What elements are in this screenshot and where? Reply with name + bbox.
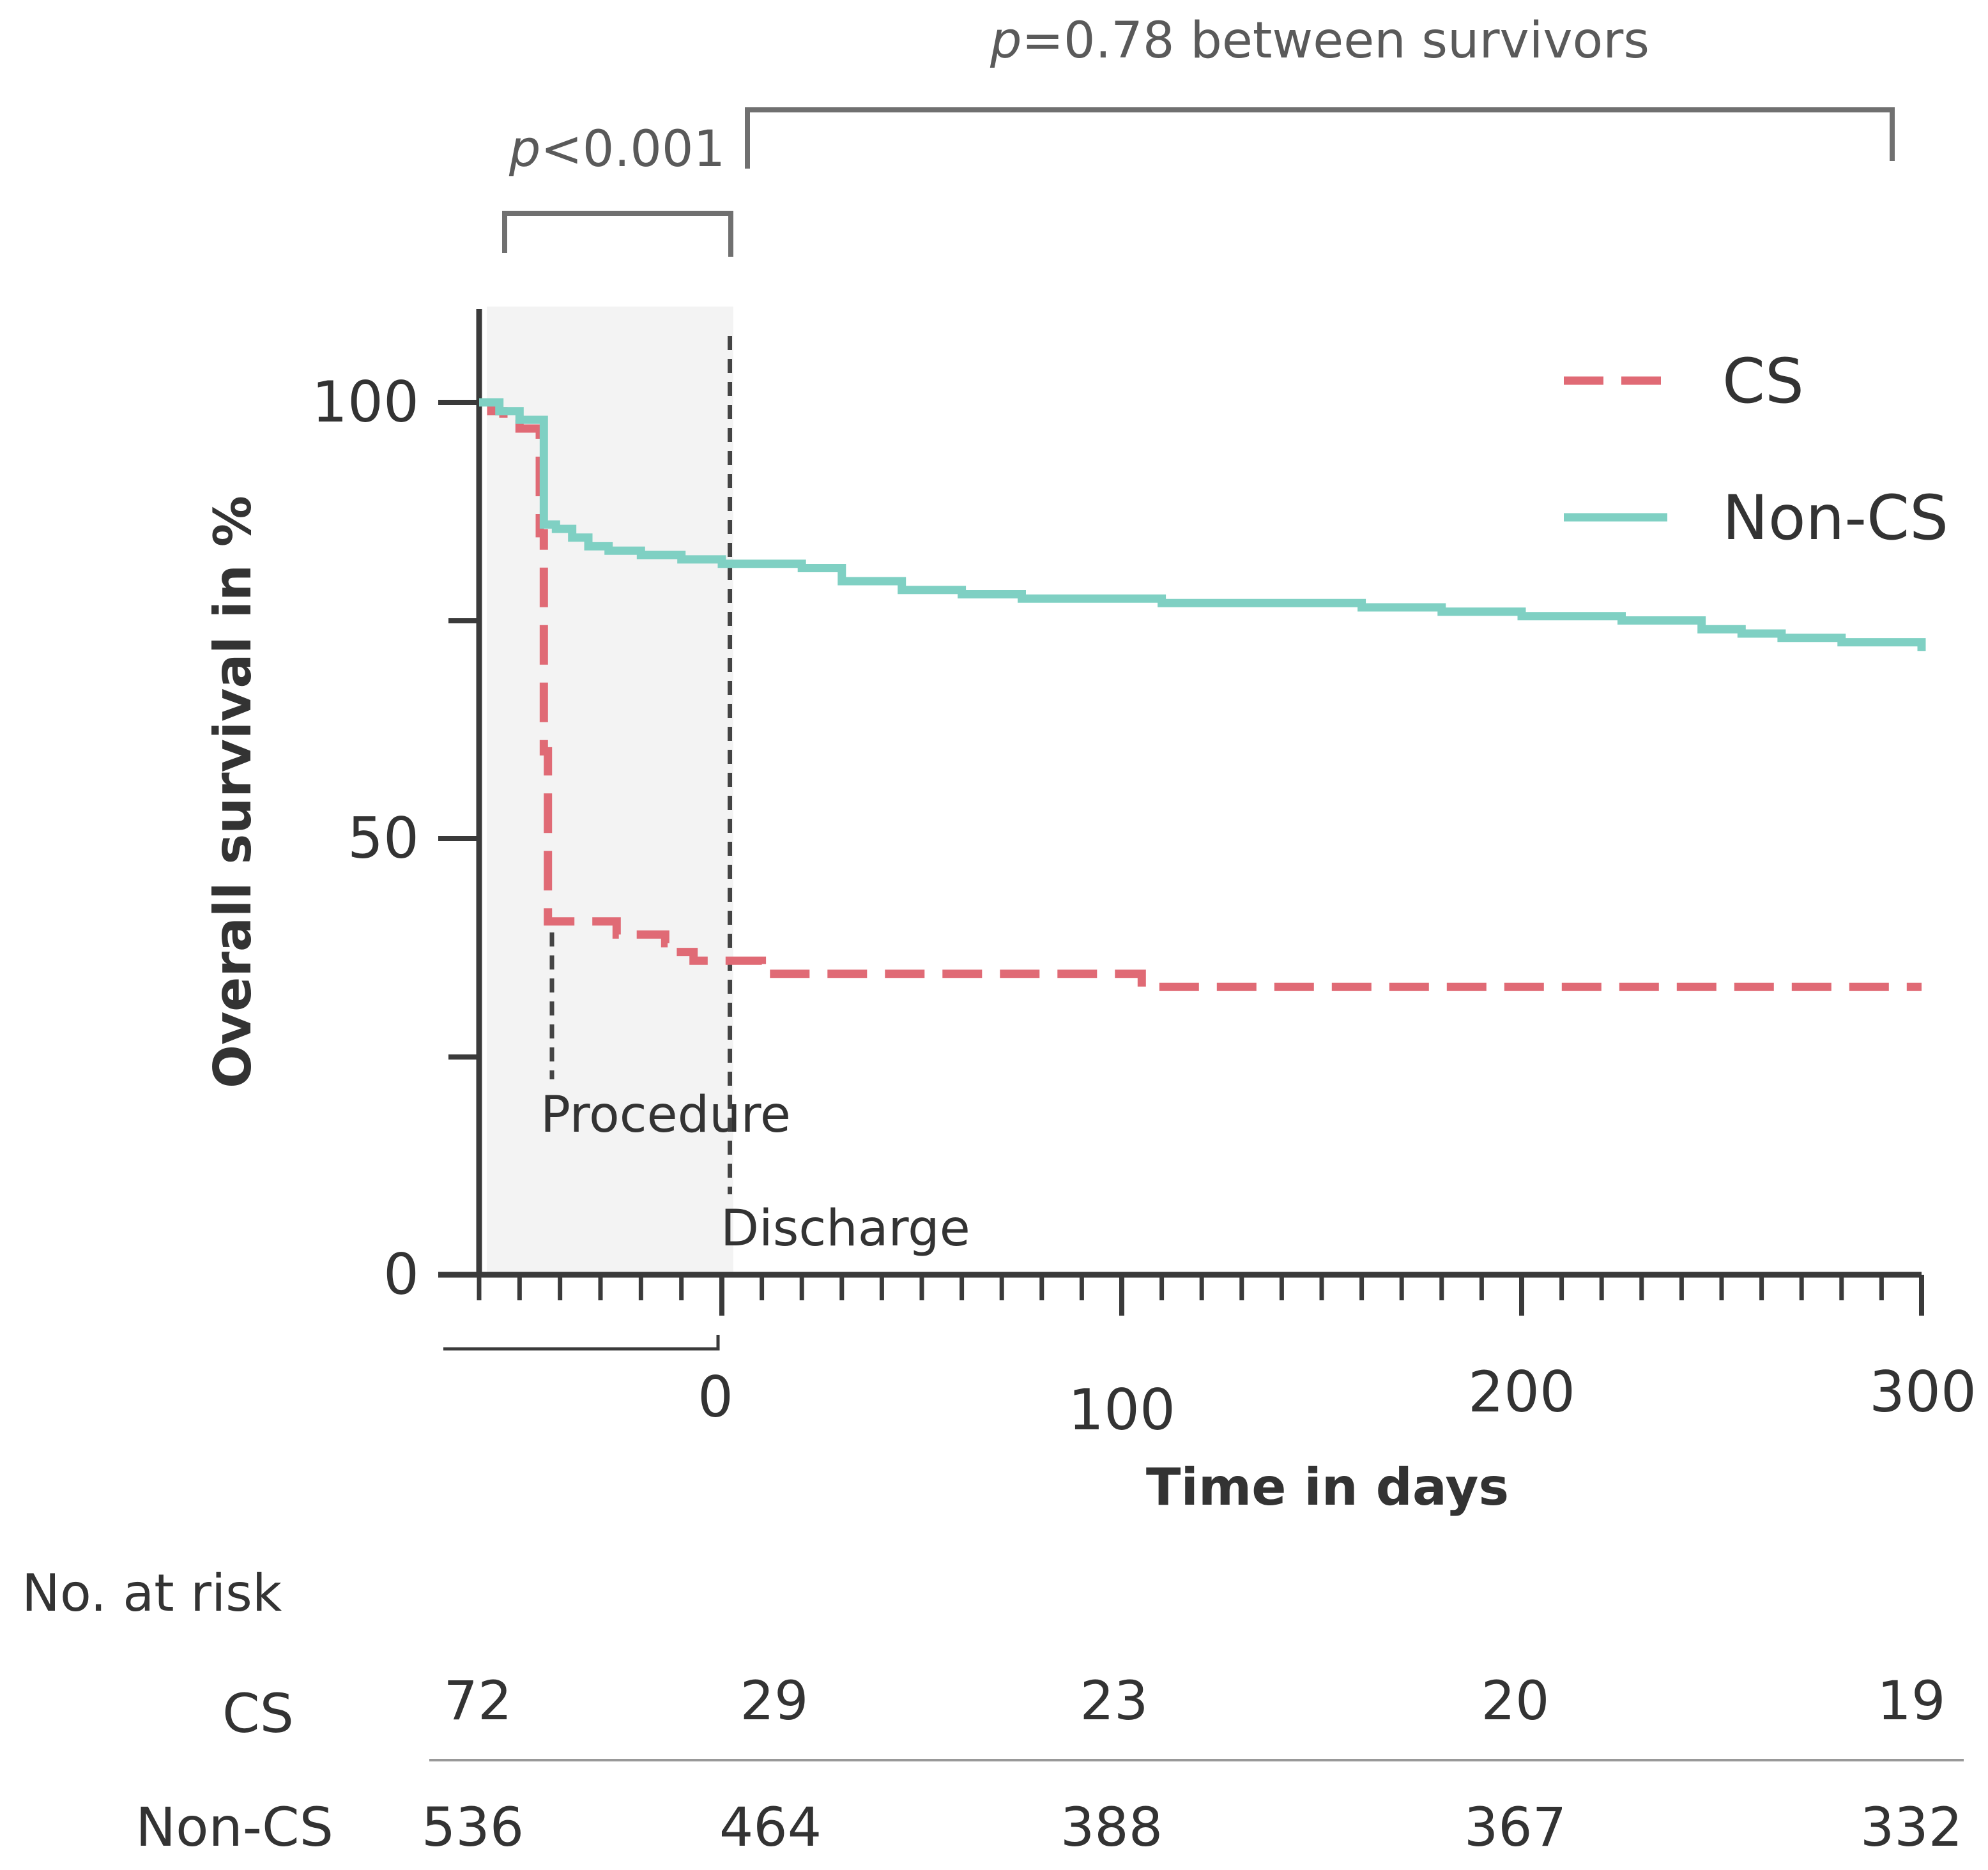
x-tick-label-100: 100 — [1068, 1377, 1175, 1443]
series-line-cs — [479, 398, 1922, 991]
y-tick-label-100: 100 — [312, 369, 419, 435]
bracket-late — [745, 107, 1895, 169]
y-axis-title: Overall survival in % — [203, 496, 263, 1088]
risk-table-title: No. at risk — [22, 1563, 282, 1623]
risk-non-cs-0: 536 — [422, 1796, 524, 1859]
risk-cs-0: 72 — [444, 1669, 512, 1732]
x-tick-label-300: 300 — [1869, 1359, 1977, 1425]
p-value-late: p=0.78 between survivors — [990, 12, 1649, 70]
y-tick-label-50: 50 — [348, 805, 419, 871]
y-tick-label-0: 0 — [383, 1242, 419, 1307]
risk-non-cs-2: 388 — [1060, 1796, 1163, 1859]
risk-cs-3: 20 — [1481, 1669, 1550, 1732]
risk-cs-4: 19 — [1877, 1669, 1946, 1732]
risk-row-label-cs: CS — [222, 1682, 294, 1745]
x-tick-label-200: 200 — [1468, 1359, 1575, 1425]
risk-cs-2: 23 — [1080, 1669, 1149, 1732]
procedure-label: Procedure — [540, 1086, 791, 1144]
legend-label-non-cs: Non-CS — [1722, 482, 1948, 554]
p-value-early: p<0.001 — [508, 121, 725, 178]
legend-label-cs: CS — [1722, 346, 1804, 417]
risk-non-cs-4: 332 — [1860, 1796, 1962, 1859]
risk-non-cs-3: 367 — [1464, 1796, 1566, 1859]
risk-cs-1: 29 — [740, 1669, 809, 1732]
in-hospital-shade — [487, 307, 733, 1276]
bracket-early — [502, 211, 733, 257]
risk-non-cs-1: 464 — [719, 1796, 822, 1859]
pre-procedure-axis-segment — [443, 1335, 720, 1351]
risk-row-label-non-cs: Non-CS — [135, 1796, 333, 1859]
discharge-label: Discharge — [721, 1200, 970, 1258]
x-axis-title: Time in days — [1146, 1457, 1509, 1517]
series-line-non-cs — [479, 398, 1926, 651]
x-minor-ticks — [477, 1275, 1884, 1300]
x-tick-label-0: 0 — [698, 1364, 733, 1430]
